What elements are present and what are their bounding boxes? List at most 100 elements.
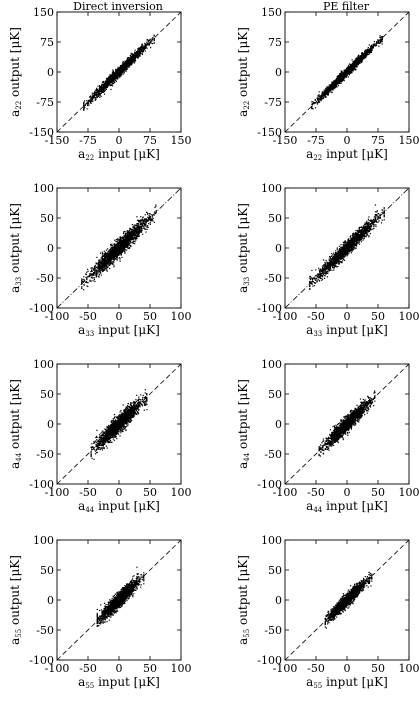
data-point: [362, 53, 364, 56]
data-point: [130, 61, 132, 63]
data-point: [98, 88, 100, 90]
data-point: [348, 63, 351, 65]
data-point: [104, 253, 106, 255]
data-point: [122, 239, 124, 241]
data-point: [317, 98, 319, 100]
data-point: [364, 56, 366, 58]
data-point: [105, 249, 108, 251]
data-point: [111, 71, 113, 73]
data-point: [331, 84, 333, 87]
data-point: [130, 62, 132, 65]
data-point: [114, 244, 116, 247]
data-point: [140, 51, 142, 53]
data-point: [81, 281, 83, 283]
data-point: [332, 83, 335, 86]
data-point: [381, 40, 383, 43]
identity-line: [56, 11, 182, 133]
data-point: [141, 228, 143, 230]
data-point: [104, 256, 106, 258]
data-point: [348, 72, 350, 75]
data-point: [89, 102, 92, 104]
data-point: [135, 239, 137, 241]
data-point: [114, 76, 117, 78]
data-point: [92, 97, 94, 100]
data-point: [119, 68, 122, 70]
data-point: [339, 76, 341, 78]
data-point: [98, 274, 100, 276]
data-point: [104, 87, 106, 89]
data-point: [321, 98, 324, 100]
data-point: [84, 100, 86, 102]
data-point: [137, 51, 139, 53]
data-point: [110, 80, 112, 82]
data-point: [121, 256, 123, 259]
data-point: [321, 95, 324, 97]
data-point: [108, 81, 111, 84]
data-point: [127, 66, 129, 68]
data-point: [91, 92, 93, 94]
data-point: [362, 54, 365, 56]
data-point: [311, 101, 313, 103]
data-point: [113, 80, 115, 82]
data-point: [135, 224, 137, 227]
data-point: [351, 65, 353, 67]
data-point: [88, 104, 90, 106]
data-point: [328, 84, 330, 86]
data-point: [124, 66, 127, 69]
data-point: [111, 77, 113, 79]
data-point: [357, 62, 359, 64]
data-point: [96, 96, 98, 99]
data-point: [151, 214, 153, 216]
data-point: [322, 97, 325, 99]
data-point: [147, 213, 149, 215]
data-point: [343, 72, 345, 75]
data-point: [133, 59, 135, 61]
data-point: [368, 53, 371, 55]
data-point: [144, 218, 146, 220]
data-point: [378, 42, 380, 44]
data-point: [365, 55, 368, 57]
data-point: [141, 49, 143, 51]
data-point: [126, 234, 128, 236]
data-point: [141, 52, 143, 55]
data-point: [89, 100, 91, 103]
data-point: [376, 41, 378, 43]
data-point: [128, 59, 130, 61]
data-point: [101, 255, 104, 257]
data-point: [107, 81, 109, 83]
data-point: [94, 98, 96, 100]
data-point: [119, 257, 121, 259]
data-point: [151, 40, 153, 42]
data-point: [151, 218, 154, 220]
data-point: [341, 78, 343, 80]
data-point: [142, 221, 144, 223]
data-point: [126, 59, 128, 61]
data-point: [120, 72, 122, 74]
data-point: [336, 76, 338, 78]
data-point: [138, 219, 140, 222]
data-point: [144, 218, 146, 220]
x-tick-label: 75: [371, 134, 385, 147]
data-point: [129, 245, 132, 247]
data-point: [99, 90, 101, 92]
data-point: [130, 228, 132, 230]
data-point: [116, 258, 118, 261]
data-point: [370, 45, 372, 47]
data-point: [106, 82, 109, 84]
data-point: [115, 80, 117, 83]
data-point: [125, 232, 127, 234]
data-point: [311, 107, 313, 109]
data-point: [104, 80, 107, 83]
data-point: [118, 239, 120, 241]
data-point: [359, 55, 361, 57]
data-point: [135, 227, 137, 229]
data-point: [126, 66, 128, 68]
data-point: [90, 99, 92, 101]
data-point: [112, 70, 114, 72]
data-point: [107, 255, 109, 257]
data-point: [335, 84, 338, 86]
data-point: [341, 73, 343, 75]
data-point: [324, 91, 326, 93]
data-point: [98, 92, 100, 94]
data-point: [148, 42, 150, 44]
